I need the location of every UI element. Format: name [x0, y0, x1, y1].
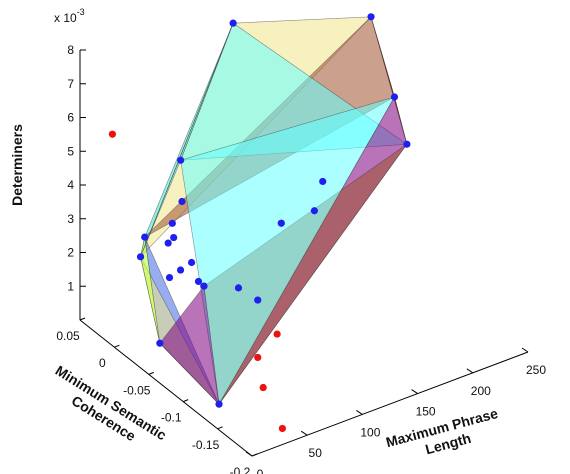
y-tick-mark: [114, 344, 120, 348]
x-tick-label: 250: [526, 363, 546, 377]
blue-data-point: [194, 277, 203, 286]
blue-data-point: [215, 400, 223, 408]
blue-data-point: [188, 258, 196, 267]
blue-data-point: [234, 284, 243, 292]
z-tick-label: 7: [67, 77, 74, 91]
hull-face: [370, 16, 408, 145]
blue-data-point: [136, 253, 145, 261]
z-exponent-label: x 10-3: [54, 7, 85, 25]
y-tick-mark: [217, 426, 223, 430]
y-tick-label: 0.05: [56, 329, 80, 343]
y-tick-mark: [148, 371, 154, 375]
x-tick-mark: [521, 347, 529, 353]
y-tick-mark: [79, 317, 86, 321]
blue-data-point: [390, 93, 399, 101]
z-axis-label: Determiners: [9, 124, 25, 206]
y-axis-label: Minimum Semantic Coherence: [44, 362, 173, 460]
blue-data-point: [156, 339, 164, 347]
y-axis-line: [79, 319, 253, 457]
blue-data-point: [176, 266, 185, 274]
blue-data-point: [403, 140, 411, 148]
blue-data-point: [170, 233, 178, 242]
red-data-point: [259, 383, 267, 392]
blue-data-point: [168, 219, 176, 227]
x-tick-mark: [245, 451, 253, 457]
blue-data-point: [277, 219, 285, 227]
z-tick-label: 4: [67, 178, 74, 192]
y-tick-label: -0.15: [192, 438, 220, 452]
convex-hull-surface: [140, 16, 408, 406]
z-tick-label: 6: [67, 111, 74, 125]
blue-data-point: [367, 13, 375, 21]
blue-data-point: [164, 239, 172, 247]
x-tick-mark: [356, 409, 363, 415]
blue-data-point: [141, 233, 149, 241]
z-tick-label: 8: [67, 43, 74, 57]
x-tick-mark: [300, 430, 308, 436]
axes: 0 50 100 150 200 250 -0.2 -0.15 -0.1 -0.05 0 0.05 1 2…: [56, 43, 546, 474]
x-tick-label: 200: [471, 384, 491, 398]
y-tick-label: 0: [99, 356, 106, 370]
blue-data-point: [254, 296, 262, 304]
hull-face: [159, 285, 220, 406]
x-tick-label: 100: [360, 425, 380, 439]
x-axis-label: Maximum Phrase Length: [384, 404, 508, 467]
z-tick-label: 1: [67, 279, 74, 293]
blue-data-point: [319, 177, 327, 186]
z-tick-label: 5: [67, 144, 74, 158]
z-tick-label: 3: [67, 212, 74, 226]
red-data-point: [273, 330, 281, 338]
blue-data-point: [200, 282, 208, 290]
x-tick-label: 50: [309, 446, 323, 460]
blue-data-point: [229, 19, 237, 27]
red-data-point: [108, 130, 116, 138]
blue-data-point: [178, 197, 186, 206]
y-tick-label: -0.2: [230, 465, 251, 474]
x-tick-label: 150: [416, 405, 436, 419]
blue-data-point: [310, 207, 318, 215]
y-tick-mark: [251, 453, 258, 457]
red-data-point: [278, 424, 286, 433]
blue-data-point: [165, 273, 174, 282]
z-tick-label: 2: [67, 246, 74, 260]
y-tick-label: -0.05: [123, 383, 151, 397]
hull-face: [140, 237, 161, 344]
y-tick-label: -0.1: [161, 411, 182, 425]
data-points: [108, 13, 411, 433]
x-tick-label: 0: [257, 467, 264, 474]
x-tick-mark: [466, 368, 474, 374]
red-data-point: [254, 353, 262, 362]
x-axis-line: [251, 351, 529, 457]
hull-face: [140, 23, 234, 257]
x-tick-mark: [411, 389, 418, 395]
blue-data-point: [177, 156, 185, 164]
y-tick-mark: [183, 399, 189, 403]
